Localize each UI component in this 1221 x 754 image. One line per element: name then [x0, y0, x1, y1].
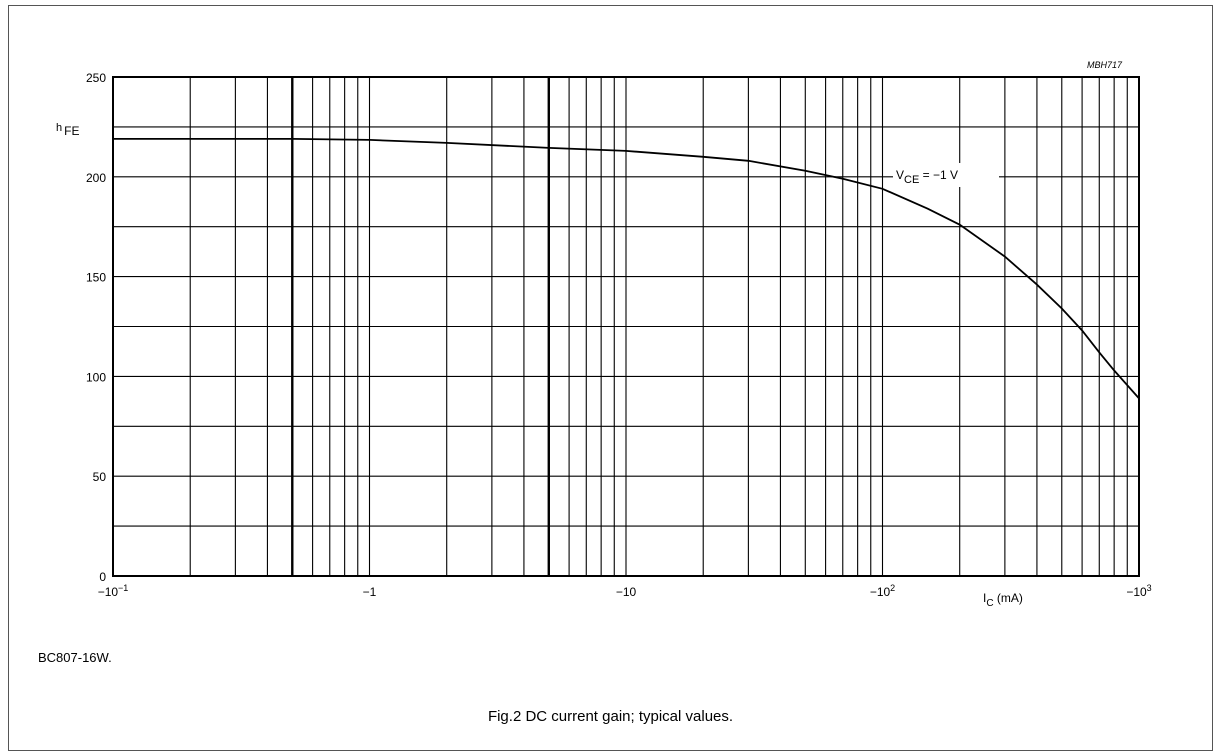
y-tick-label: 200 — [86, 171, 106, 185]
y-tick-label: 100 — [86, 370, 106, 384]
series-line-vce-minus-1v — [113, 137, 1140, 399]
y-tick-label: 150 — [86, 271, 106, 285]
x-tick-label: −102 — [870, 583, 895, 599]
x-tick-label: −1 — [363, 585, 377, 599]
x-tick-label: −103 — [1126, 583, 1151, 599]
series-label-background — [893, 163, 999, 187]
y-tick-label: 0 — [99, 570, 106, 584]
plot-border — [112, 76, 1140, 577]
figure-code: MBH717 — [1087, 60, 1123, 70]
y-tick-label: 250 — [86, 71, 106, 85]
series-label: VCE = −1 V — [896, 168, 958, 186]
figure-frame — [8, 5, 1213, 751]
y-tick-label: 50 — [93, 470, 107, 484]
y-axis-label: h FE — [56, 122, 79, 138]
x-axis-label: IC (mA) — [983, 591, 1023, 609]
variant-label: BC807-16W. — [38, 650, 112, 665]
x-tick-label: −10−1 — [98, 583, 129, 599]
figure-caption: Fig.2 DC current gain; typical values. — [487, 708, 734, 725]
x-tick-label: −10 — [616, 585, 637, 599]
